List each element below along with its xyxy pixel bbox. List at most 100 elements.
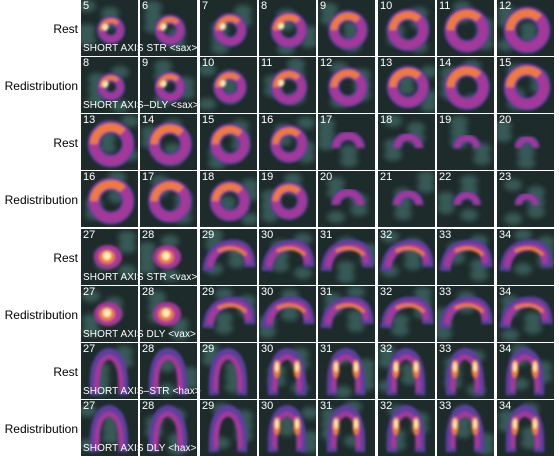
scan-panel: 18 xyxy=(378,114,435,170)
perfusion-image xyxy=(497,171,554,227)
perfusion-image xyxy=(318,229,375,285)
perfusion-image xyxy=(497,400,554,456)
perfusion-image xyxy=(81,114,138,170)
scan-panel: 10 xyxy=(378,0,435,56)
perfusion-image xyxy=(81,286,138,342)
slice-number: 15 xyxy=(202,114,215,126)
perfusion-image xyxy=(497,114,554,170)
perfusion-image xyxy=(81,57,138,113)
slice-number: 31 xyxy=(320,400,333,412)
slice-number: 34 xyxy=(499,400,512,412)
row-label: Redistribution xyxy=(4,79,78,93)
slice-number: 11 xyxy=(261,57,273,69)
slice-number: 27 xyxy=(83,229,96,241)
slice-number: 14 xyxy=(142,114,155,126)
slice-number: 12 xyxy=(320,57,333,69)
scan-panel: 27 xyxy=(81,400,138,456)
scan-panel: 5 xyxy=(81,0,138,56)
scan-panel: 8 xyxy=(81,57,138,113)
slice-number: 31 xyxy=(320,229,333,241)
perfusion-image xyxy=(437,0,494,56)
scan-panel: 21 xyxy=(378,171,435,227)
slice-number: 13 xyxy=(83,114,96,126)
row-label: Rest xyxy=(53,251,78,265)
scan-panel: 34 xyxy=(497,400,554,456)
slice-number: 12 xyxy=(499,0,512,12)
scan-panel: 16 xyxy=(259,114,316,170)
scan-panel: 28 xyxy=(140,343,197,399)
scan-panel: 20 xyxy=(497,114,554,170)
slice-number: 18 xyxy=(380,114,393,126)
perfusion-image xyxy=(437,57,494,113)
slice-number: 30 xyxy=(261,229,274,241)
slice-number: 17 xyxy=(142,171,155,183)
scan-panel: 33 xyxy=(437,400,494,456)
perfusion-image xyxy=(200,0,257,56)
perfusion-image xyxy=(497,57,554,113)
scan-panel: 31 xyxy=(318,343,375,399)
perfusion-image xyxy=(259,400,316,456)
slice-number: 30 xyxy=(261,400,274,412)
perfusion-image xyxy=(378,229,435,285)
slice-number: 8 xyxy=(261,0,268,12)
scan-panel: 19 xyxy=(259,171,316,227)
scan-panel: 15 xyxy=(200,114,257,170)
perfusion-image xyxy=(318,400,375,456)
scan-panel: 18 xyxy=(200,171,257,227)
scan-panel: 9 xyxy=(318,0,375,56)
slice-number: 20 xyxy=(320,171,333,183)
scan-panel: 10 xyxy=(200,57,257,113)
scan-panel: 17 xyxy=(318,114,375,170)
slice-number: 33 xyxy=(439,400,452,412)
scan-panel: 31 xyxy=(318,229,375,285)
scan-panel: 14 xyxy=(437,57,494,113)
slice-number: 32 xyxy=(380,229,393,241)
slice-number: 28 xyxy=(142,400,155,412)
scan-panel: 12 xyxy=(318,57,375,113)
perfusion-image xyxy=(81,400,138,456)
perfusion-image xyxy=(140,171,197,227)
slice-number: 29 xyxy=(202,343,215,355)
perfusion-image xyxy=(81,0,138,56)
scan-panel: 34 xyxy=(497,286,554,342)
slice-number: 5 xyxy=(83,0,90,12)
scan-panel: 33 xyxy=(437,229,494,285)
scan-panel: 27 xyxy=(81,229,138,285)
perfusion-image xyxy=(497,343,554,399)
slice-number: 30 xyxy=(261,343,274,355)
series-caption: SHORT AXIS–STR <hax> xyxy=(83,386,201,397)
series-caption: SHORT AXIS STR <sax> xyxy=(83,43,198,54)
perfusion-image xyxy=(140,343,197,399)
scan-panel: 32 xyxy=(378,400,435,456)
perfusion-image xyxy=(378,114,435,170)
scan-panel: 28 xyxy=(140,400,197,456)
scan-panel: 33 xyxy=(437,343,494,399)
slice-number: 23 xyxy=(499,171,512,183)
row-label: Rest xyxy=(53,22,78,36)
perfusion-image xyxy=(497,286,554,342)
perfusion-image xyxy=(378,400,435,456)
perfusion-image xyxy=(259,171,316,227)
scan-panel: 6 xyxy=(140,0,197,56)
scan-panel: 30 xyxy=(259,400,316,456)
slice-number: 27 xyxy=(83,286,96,298)
slice-number: 28 xyxy=(142,229,155,241)
perfusion-image xyxy=(259,343,316,399)
slice-number: 32 xyxy=(380,400,393,412)
slice-number: 31 xyxy=(320,286,333,298)
scan-panel: 28 xyxy=(140,286,197,342)
perfusion-image xyxy=(140,0,197,56)
perfusion-image xyxy=(140,286,197,342)
slice-number: 13 xyxy=(380,57,393,69)
slice-number: 34 xyxy=(499,229,512,241)
slice-number: 17 xyxy=(320,114,333,126)
perfusion-image xyxy=(140,114,197,170)
slice-number: 15 xyxy=(499,57,512,69)
slice-number: 19 xyxy=(261,171,274,183)
scan-panel: 31 xyxy=(318,286,375,342)
slice-number: 31 xyxy=(320,343,333,355)
perfusion-image xyxy=(81,171,138,227)
perfusion-image xyxy=(259,114,316,170)
slice-number: 19 xyxy=(439,114,452,126)
slice-number: 29 xyxy=(202,229,215,241)
